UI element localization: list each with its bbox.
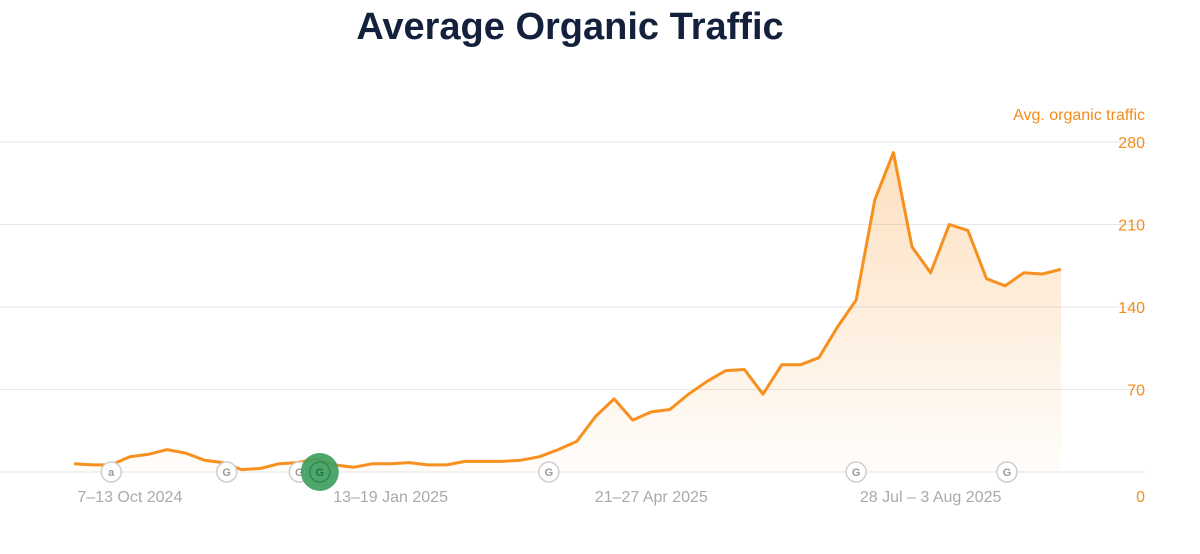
data-point[interactable]	[575, 440, 578, 443]
annotation-marker[interactable]: G	[845, 461, 867, 483]
x-tick-label: 7–13 Oct 2024	[77, 489, 182, 506]
chart-title: Average Organic Traffic	[356, 6, 784, 48]
data-point[interactable]	[687, 393, 690, 396]
marker-letter: G	[295, 467, 304, 479]
google-update-icon	[845, 461, 867, 483]
data-point[interactable]	[203, 459, 206, 462]
annotation-marker[interactable]: a	[100, 461, 122, 483]
annotation-marker[interactable]: G	[215, 461, 238, 483]
data-point[interactable]	[426, 463, 429, 466]
annotation-marker[interactable]: G	[538, 461, 560, 483]
data-point[interactable]	[762, 393, 765, 396]
marker-letter: G	[852, 467, 861, 479]
data-point[interactable]	[557, 448, 560, 451]
data-point[interactable]	[352, 466, 355, 469]
data-point[interactable]	[855, 298, 858, 301]
data-point[interactable]	[966, 229, 969, 232]
data-point[interactable]	[91, 463, 94, 466]
data-point[interactable]	[519, 459, 522, 462]
y-tick-label: 0	[1136, 489, 1145, 506]
data-point[interactable]	[650, 410, 653, 413]
data-point[interactable]	[166, 448, 169, 451]
traffic-line	[73, 151, 1062, 472]
data-point[interactable]	[408, 461, 411, 464]
data-point[interactable]	[482, 460, 485, 463]
data-point[interactable]	[1041, 273, 1044, 276]
data-point[interactable]	[73, 462, 76, 465]
data-point[interactable]	[743, 368, 746, 371]
traffic-area	[74, 152, 1061, 472]
series-label: Avg. organic traffic	[1013, 107, 1145, 124]
data-point[interactable]	[1004, 284, 1007, 287]
data-point[interactable]	[370, 462, 373, 465]
data-point[interactable]	[277, 462, 280, 465]
data-point[interactable]	[464, 460, 467, 463]
data-point[interactable]	[929, 271, 932, 274]
google-update-icon	[996, 461, 1018, 483]
data-point[interactable]	[538, 455, 541, 458]
data-point[interactable]	[147, 453, 150, 456]
data-point[interactable]	[240, 468, 243, 471]
y-tick-label: 210	[1118, 218, 1145, 235]
data-point[interactable]	[501, 460, 504, 463]
data-point[interactable]	[892, 151, 895, 154]
data-point[interactable]	[128, 455, 131, 458]
data-point[interactable]	[594, 415, 597, 418]
marker-letter: a	[108, 467, 115, 479]
data-point[interactable]	[780, 363, 783, 366]
marker-letter: G	[316, 467, 325, 479]
x-tick-label: 21–27 Apr 2025	[595, 489, 708, 506]
data-point[interactable]	[724, 369, 727, 372]
data-point[interactable]	[911, 245, 914, 248]
y-tick-label: 70	[1127, 383, 1145, 400]
data-point[interactable]	[799, 363, 802, 366]
google-update-icon	[309, 461, 331, 483]
data-point[interactable]	[631, 419, 634, 422]
marker-letter: G	[545, 467, 554, 479]
data-point[interactable]	[706, 380, 709, 383]
x-tick-label: 28 Jul – 3 Aug 2025	[860, 489, 1002, 506]
amazon-update-icon	[100, 461, 122, 483]
y-tick-label: 140	[1118, 300, 1145, 317]
data-point[interactable]	[613, 397, 616, 400]
y-tick-label: 280	[1118, 135, 1145, 152]
data-point[interactable]	[184, 452, 187, 455]
google-update-icon	[215, 461, 238, 483]
data-point[interactable]	[1060, 268, 1063, 271]
marker-letter: G	[1003, 467, 1012, 479]
data-point[interactable]	[668, 408, 671, 411]
data-point[interactable]	[1022, 271, 1025, 274]
annotation-marker[interactable]: G	[300, 453, 339, 491]
data-point[interactable]	[873, 198, 876, 201]
data-point[interactable]	[259, 467, 262, 470]
data-point[interactable]	[445, 463, 448, 466]
annotation-marker[interactable]: G	[996, 461, 1018, 483]
google-update-icon	[538, 461, 560, 483]
data-point[interactable]	[836, 326, 839, 329]
x-tick-label: 13–19 Jan 2025	[333, 489, 448, 506]
data-point[interactable]	[948, 223, 951, 226]
data-point[interactable]	[985, 277, 988, 280]
marker-letter: G	[222, 467, 231, 479]
data-point[interactable]	[389, 462, 392, 465]
highlight-marker-icon	[300, 453, 339, 491]
data-point[interactable]	[817, 356, 820, 359]
